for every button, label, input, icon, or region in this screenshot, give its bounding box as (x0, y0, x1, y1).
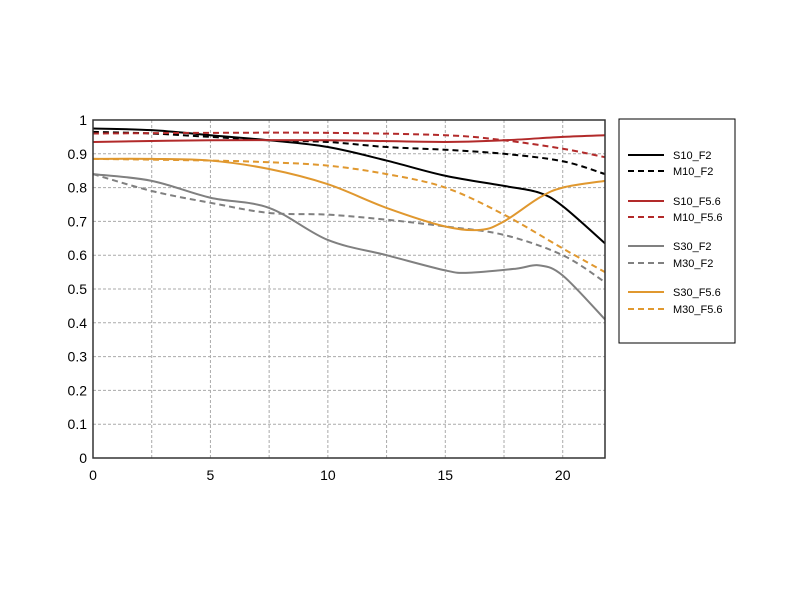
series-line-s10_f5-6 (92, 134, 606, 143)
series-line-m30_f2 (92, 173, 606, 284)
x-tick-label: 10 (320, 467, 336, 483)
legend-label: S30_F2 (673, 241, 712, 253)
y-tick-label: 1 (79, 112, 87, 128)
y-axis: 0 0.1 0.2 0.3 0.4 0.5 0.6 0.7 0.8 0.9 1 (68, 112, 88, 466)
series-lines (92, 127, 606, 321)
y-tick-label: 0.6 (68, 247, 88, 263)
legend-label: M30_F5.6 (673, 304, 723, 316)
y-tick-label: 0.9 (68, 146, 88, 162)
y-tick-label: 0.3 (68, 349, 88, 365)
series-line-m10_f5-6 (92, 131, 606, 159)
x-tick-label: 20 (555, 467, 571, 483)
series-line-m10_f2 (92, 130, 606, 176)
x-tick-label: 15 (438, 467, 454, 483)
legend-label: M10_F5.6 (673, 212, 723, 224)
y-tick-label: 0.1 (68, 416, 88, 432)
plot-frame (92, 119, 606, 459)
y-tick-label: 0.4 (68, 315, 88, 331)
x-tick-label: 5 (207, 467, 215, 483)
legend: S10_F2 M10_F2 S10_F5.6 M10_F5.6 S30_F2 M30_F2… (618, 118, 736, 344)
legend-label: S30_F5.6 (673, 287, 721, 299)
y-tick-label: 0 (79, 450, 87, 466)
series-line-s30_f2 (92, 173, 606, 321)
y-tick-label: 0.7 (68, 213, 88, 229)
y-tick-label: 0.5 (68, 281, 88, 297)
x-tick-label: 0 (89, 467, 97, 483)
y-tick-label: 0.8 (68, 180, 88, 196)
legend-label: M10_F2 (673, 166, 713, 178)
legend-label: M30_F2 (673, 258, 713, 270)
series-line-s30_f5-6 (92, 157, 606, 232)
legend-label: S10_F2 (673, 150, 712, 162)
grid (93, 120, 605, 458)
series-line-m30_f5-6 (92, 157, 606, 273)
y-tick-label: 0.2 (68, 382, 88, 398)
legend-box (618, 118, 736, 344)
x-axis: 0 5 10 15 20 (89, 467, 571, 483)
legend-label: S10_F5.6 (673, 196, 721, 208)
